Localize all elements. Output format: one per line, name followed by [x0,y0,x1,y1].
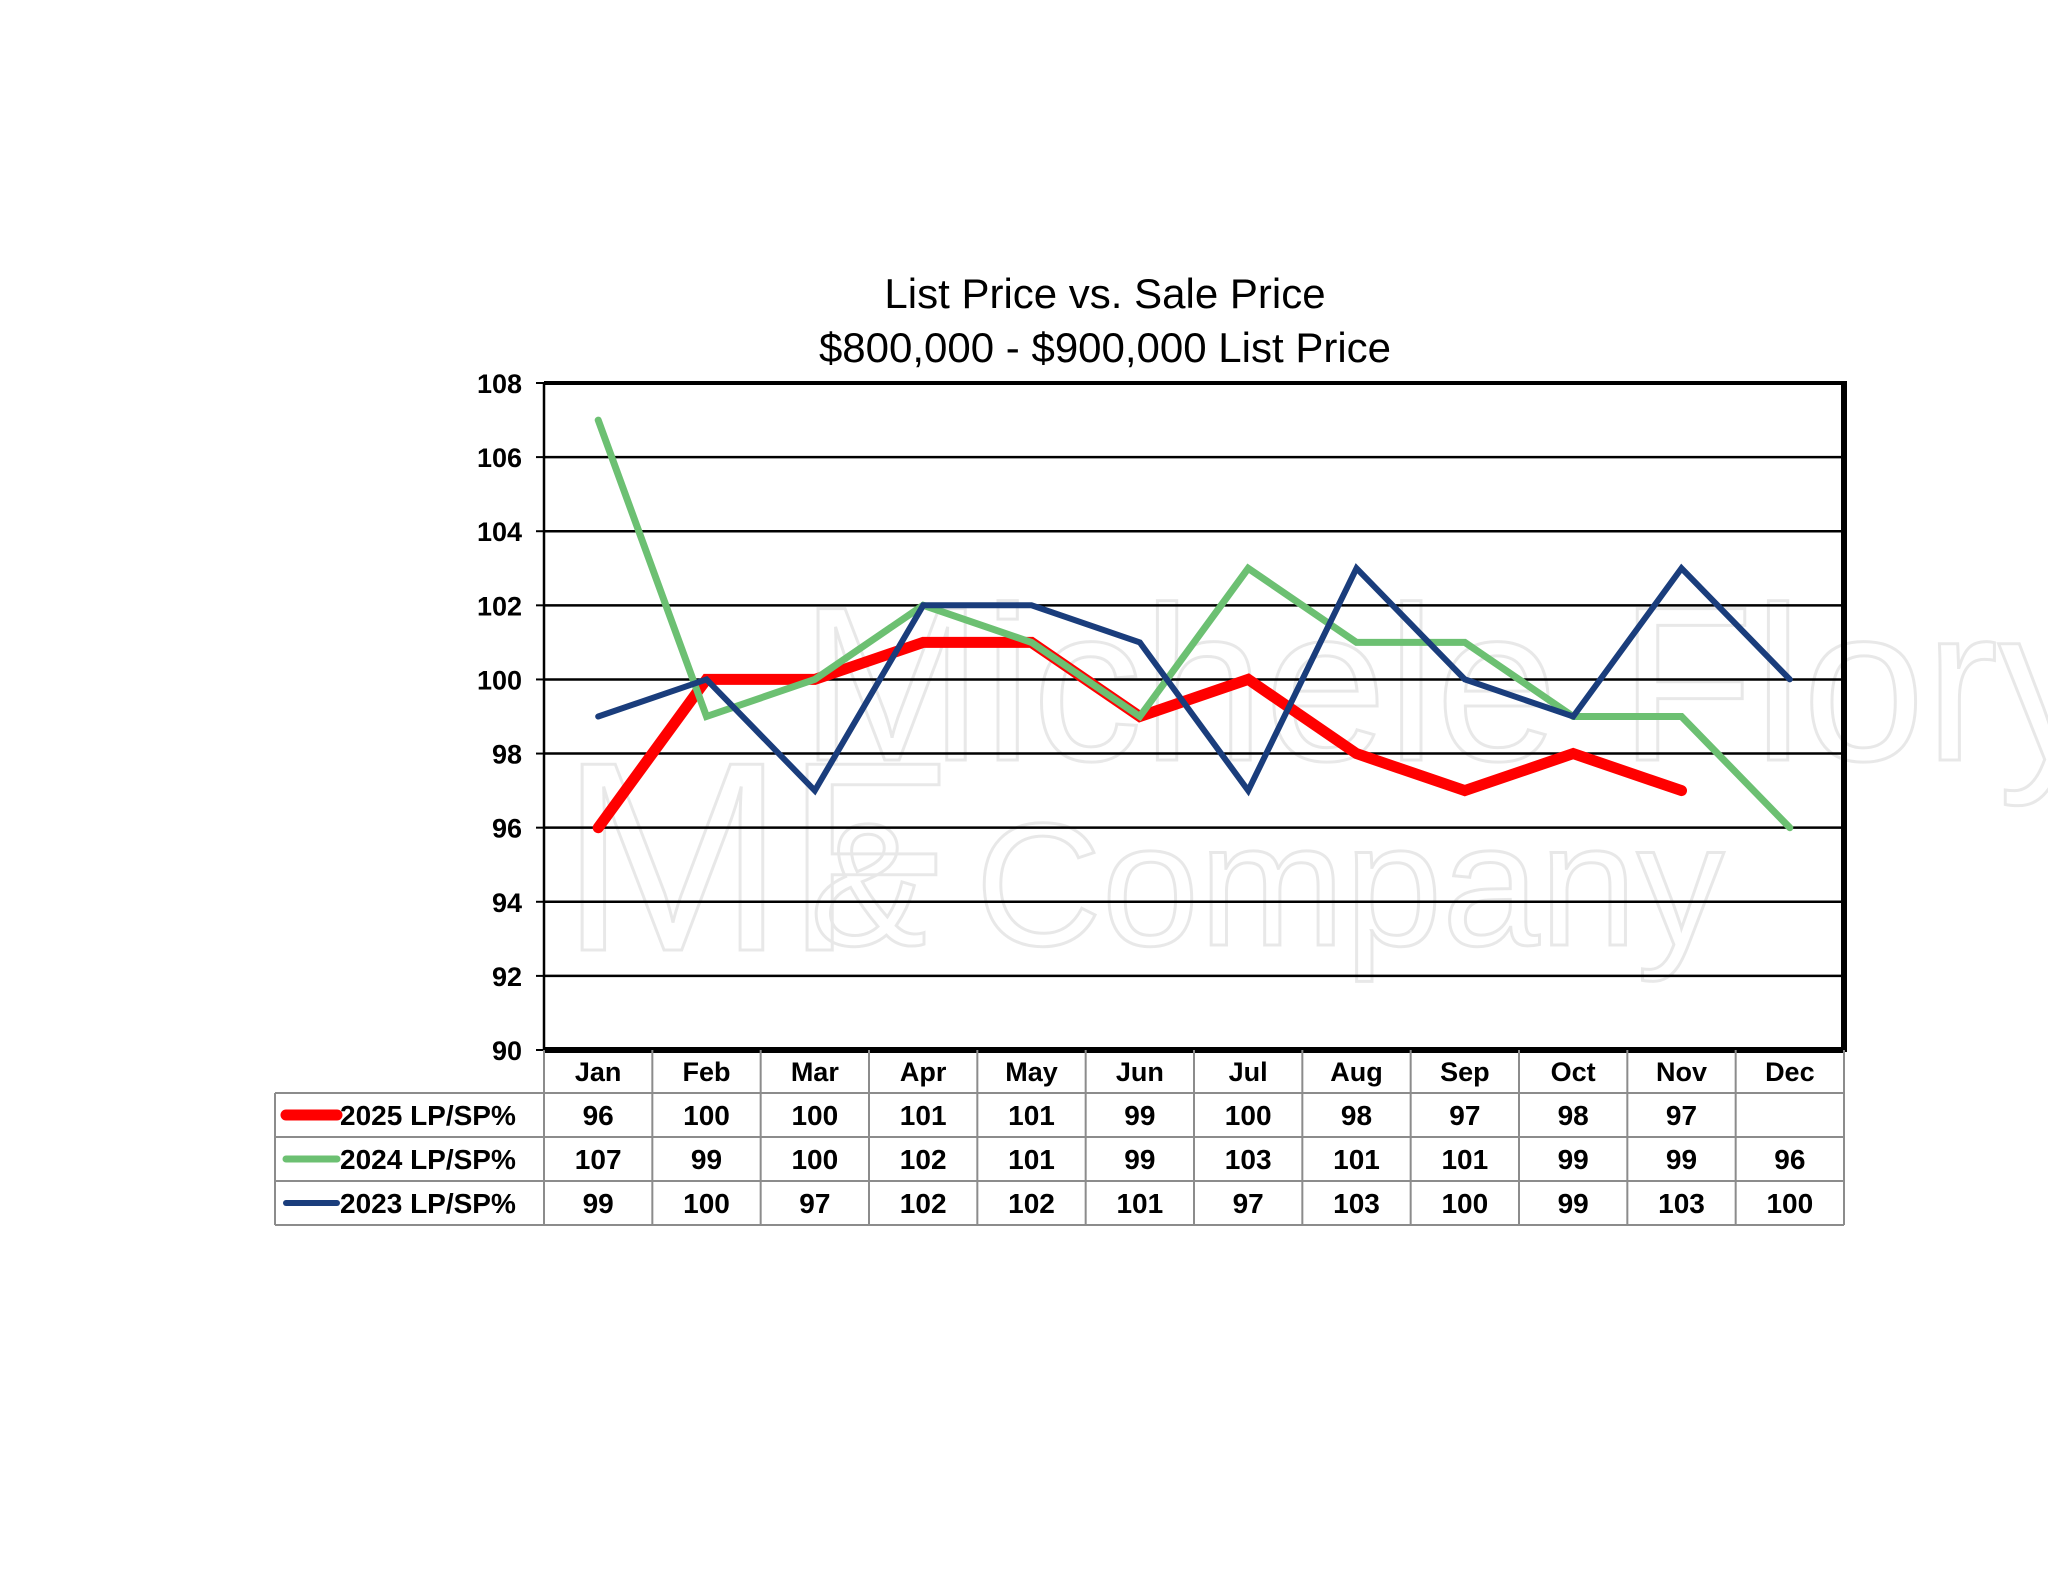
watermark-company: & Company [810,788,1725,983]
data-label-2024-lp-sp-oct: 99 [1558,1144,1589,1175]
data-label-2024-lp-sp-sep: 101 [1441,1144,1488,1175]
y-tick-label-104: 104 [477,517,522,547]
data-label-2024-lp-sp-jan: 107 [575,1144,622,1175]
data-label-2025-lp-sp-mar: 100 [791,1100,838,1131]
data-label-2025-lp-sp-feb: 100 [683,1100,730,1131]
legend-label-2025-lp-sp: 2025 LP/SP% [340,1100,516,1131]
y-tick-label-96: 96 [492,814,522,844]
data-label-2023-lp-sp-may: 102 [1008,1188,1055,1219]
x-tick-label-oct: Oct [1551,1057,1596,1087]
data-label-2023-lp-sp-dec: 100 [1766,1188,1813,1219]
data-label-2024-lp-sp-apr: 102 [900,1144,947,1175]
data-label-2023-lp-sp-jan: 99 [583,1188,614,1219]
y-tick-label-94: 94 [492,888,522,918]
data-label-2024-lp-sp-nov: 99 [1666,1144,1697,1175]
chart-title: List Price vs. Sale Price [884,270,1325,317]
x-tick-label-jun: Jun [1116,1057,1164,1087]
data-label-2023-lp-sp-mar: 97 [799,1188,830,1219]
data-table: Jan Feb Mar Apr May Jun Jul Aug Sep Oct Nov Dec 2025… [274,1050,1845,1226]
data-label-2025-lp-sp-may: 101 [1008,1100,1055,1131]
data-label-2025-lp-sp-nov: 97 [1666,1100,1697,1131]
data-label-2023-lp-sp-jul: 97 [1233,1188,1264,1219]
data-label-2025-lp-sp-apr: 101 [900,1100,947,1131]
data-label-2025-lp-sp-oct: 98 [1558,1100,1589,1131]
x-tick-label-aug: Aug [1330,1057,1382,1087]
legend-label-2024-lp-sp: 2024 LP/SP% [340,1144,516,1175]
data-label-2024-lp-sp-may: 101 [1008,1144,1055,1175]
series-line-2023-lp-sp [595,563,1793,797]
data-label-2023-lp-sp-apr: 102 [900,1188,947,1219]
data-label-2025-lp-sp-jan: 96 [583,1100,614,1131]
data-label-2025-lp-sp-jul: 100 [1225,1100,1272,1131]
data-label-2025-lp-sp-sep: 97 [1449,1100,1480,1131]
chart-subtitle: $800,000 - $900,000 List Price [819,324,1391,371]
watermark-name: Michele Flory [800,561,2048,807]
table-row-2024-lp-sp: 2024 LP/SP% 107 99 100 102 101 99 103 101 101 99 99… [282,1144,1805,1175]
x-tick-label-mar: Mar [791,1057,840,1087]
series-line-2024-lp-sp [594,416,1794,832]
data-label-2024-lp-sp-mar: 100 [791,1144,838,1175]
y-tick-label-106: 106 [477,443,522,473]
x-tick-label-jul: Jul [1229,1057,1268,1087]
data-label-2023-lp-sp-sep: 100 [1441,1188,1488,1219]
data-label-2024-lp-sp-dec: 96 [1774,1144,1805,1175]
series-lines [592,416,1794,834]
data-label-2024-lp-sp-aug: 101 [1333,1144,1380,1175]
y-tick-label-102: 102 [477,591,522,621]
watermark-logo: MF Michele Flory & Company [559,560,2048,1010]
data-label-2024-lp-sp-jul: 103 [1225,1144,1272,1175]
x-tick-label-dec: Dec [1765,1057,1815,1087]
data-label-2024-lp-sp-jun: 99 [1124,1144,1155,1175]
data-label-2023-lp-sp-feb: 100 [683,1188,730,1219]
y-tick-label-90: 90 [492,1036,522,1066]
data-label-2023-lp-sp-nov: 103 [1658,1188,1705,1219]
x-tick-label-feb: Feb [682,1057,730,1087]
y-tick-label-100: 100 [477,665,522,695]
x-tick-label-sep: Sep [1440,1057,1490,1087]
x-tick-label-jan: Jan [575,1057,622,1087]
watermark-initials: MF [560,707,950,1008]
table-row-2023-lp-sp: 2023 LP/SP% 99 100 97 102 102 101 97 103 100 99 103… [283,1188,1813,1219]
x-tick-label-nov: Nov [1656,1057,1707,1087]
data-label-2024-lp-sp-feb: 99 [691,1144,722,1175]
y-tick-label-98: 98 [492,740,522,770]
y-tick-label-92: 92 [492,962,522,992]
y-tick-label-108: 108 [477,369,522,399]
data-label-2023-lp-sp-oct: 99 [1558,1188,1589,1219]
x-tick-label-may: May [1005,1057,1058,1087]
data-label-2023-lp-sp-aug: 103 [1333,1188,1380,1219]
y-axis-tick-labels: 90 92 94 96 98 100 102 104 106 108 [477,369,544,1066]
data-label-2025-lp-sp-jun: 99 [1124,1100,1155,1131]
table-row-2025-lp-sp: 2025 LP/SP% 96 100 100 101 101 99 100 98 97 98 97 [280,1100,1697,1131]
x-tick-label-apr: Apr [900,1057,947,1087]
data-label-2025-lp-sp-aug: 98 [1341,1100,1372,1131]
gridlines [544,455,1844,978]
legend-label-2023-lp-sp: 2023 LP/SP% [340,1188,516,1219]
data-label-2023-lp-sp-jun: 101 [1116,1188,1163,1219]
